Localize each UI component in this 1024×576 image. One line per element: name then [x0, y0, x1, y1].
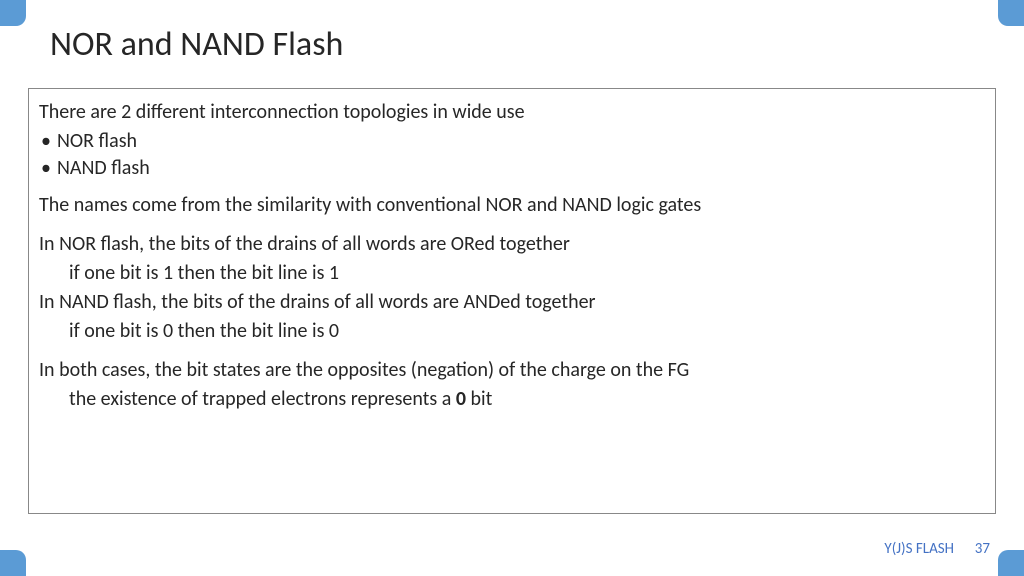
body-text: In both cases, the bit states are the op…	[39, 357, 985, 384]
content-box: There are 2 different interconnection to…	[28, 88, 996, 514]
body-text-indent: if one bit is 1 then the bit line is 1	[39, 260, 985, 287]
body-text: The names come from the similarity with …	[39, 192, 985, 219]
bullet-item: NOR flash	[39, 128, 985, 155]
bold-zero: 0	[456, 387, 466, 411]
body-text: In NOR flash, the bits of the drains of …	[39, 231, 985, 258]
body-text: In NAND flash, the bits of the drains of…	[39, 289, 985, 316]
corner-decoration	[0, 550, 26, 576]
slide-title: NOR and NAND Flash	[50, 24, 343, 65]
intro-text: There are 2 different interconnection to…	[39, 99, 985, 126]
bullet-item: NAND flash	[39, 155, 985, 182]
body-text-indent: if one bit is 0 then the bit line is 0	[39, 318, 985, 345]
footer-label: Y(J)S FLASH	[884, 540, 954, 558]
body-text-indent: the existence of trapped electrons repre…	[39, 386, 985, 413]
corner-decoration	[0, 0, 26, 26]
corner-decoration	[998, 550, 1024, 576]
slide-number: 37	[975, 540, 990, 558]
corner-decoration	[998, 0, 1024, 26]
text-span: bit	[466, 387, 492, 411]
text-span: the existence of trapped electrons repre…	[69, 387, 456, 411]
